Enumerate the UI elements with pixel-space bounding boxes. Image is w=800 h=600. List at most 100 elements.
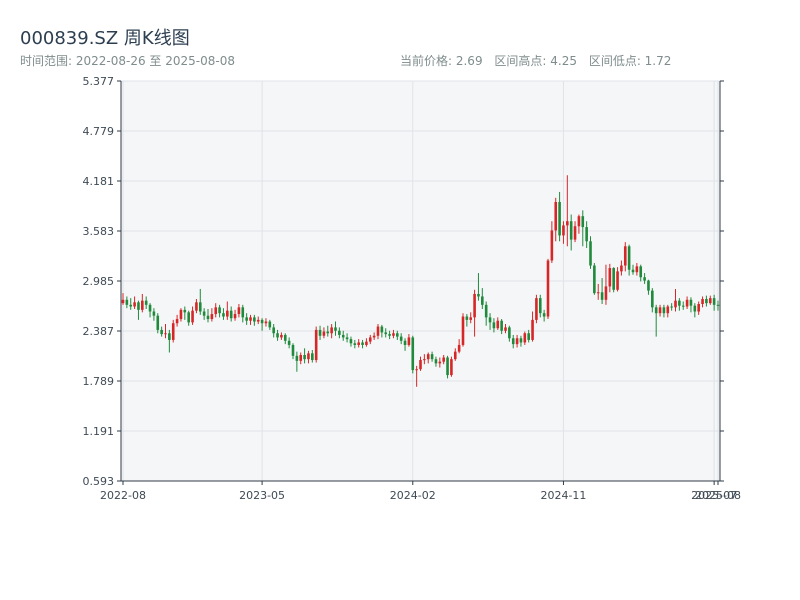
candle-body: [330, 327, 333, 334]
candle-body: [376, 326, 380, 336]
candle-body: [519, 338, 523, 343]
y-tick-label: 1.789: [83, 375, 115, 388]
candle-body: [538, 298, 542, 314]
candle-body: [693, 305, 697, 312]
candle-body: [712, 298, 716, 305]
y-tick-label: 3.583: [83, 225, 115, 238]
candle-body: [353, 343, 357, 345]
candle-body: [303, 354, 306, 360]
candle-body: [685, 299, 689, 307]
candle-body: [384, 332, 388, 335]
candle-body: [523, 333, 527, 343]
y-tick-label: 4.181: [83, 175, 115, 188]
candle-body: [345, 337, 349, 340]
candle-body: [349, 339, 353, 344]
candle-body: [148, 304, 152, 312]
candle-body: [218, 307, 221, 314]
candle-body: [268, 321, 272, 328]
candle-body: [137, 302, 140, 310]
candle-body: [647, 280, 650, 291]
candle-body: [133, 302, 136, 307]
candle-body: [318, 329, 322, 336]
candle-body: [365, 341, 368, 345]
candle-body: [438, 361, 442, 364]
candle-body: [566, 221, 569, 226]
candle-body: [253, 317, 256, 322]
candle-body: [469, 317, 473, 320]
candle-body: [569, 221, 573, 240]
candle-body: [589, 241, 592, 266]
candle-body: [635, 266, 639, 273]
y-tick-label: 4.779: [83, 125, 115, 138]
candle-body: [481, 296, 484, 305]
candle-body: [214, 307, 218, 315]
candle-body: [562, 225, 565, 236]
candle-body: [314, 329, 318, 361]
current-price-text: 当前价格: 2.69: [400, 54, 483, 68]
candle-body: [488, 317, 492, 323]
candle-body: [500, 320, 503, 331]
candle-body: [198, 302, 202, 312]
candle-body: [527, 333, 530, 340]
candle-body: [477, 293, 480, 297]
candle-body: [674, 300, 677, 308]
candle-body: [484, 304, 488, 318]
candle-body: [670, 306, 673, 308]
candle-body: [361, 342, 364, 345]
candle-body: [222, 313, 225, 317]
candle-body: [654, 307, 658, 314]
candle-body: [249, 317, 252, 321]
candle-body: [233, 314, 237, 319]
candle-body: [651, 290, 654, 308]
candle-body: [256, 319, 260, 322]
candle-body: [450, 359, 453, 376]
candle-body: [179, 309, 183, 320]
candle-body: [627, 246, 631, 270]
candle-body: [550, 230, 554, 261]
candle-body: [187, 312, 190, 323]
candle-body: [237, 307, 241, 315]
candle-body: [388, 334, 391, 336]
candle-body: [326, 331, 330, 334]
chart-title: 000839.SZ 周K线图: [20, 28, 190, 49]
candle-body: [141, 300, 144, 310]
candle-body: [287, 340, 291, 345]
candle-body: [411, 337, 415, 371]
candle-body: [299, 354, 303, 361]
candle-body: [515, 338, 519, 345]
candle-body: [210, 314, 214, 320]
candle-body: [121, 299, 125, 304]
candle-body: [620, 265, 623, 272]
candle-body: [415, 369, 418, 371]
y-tick-label: 2.985: [83, 275, 115, 288]
candle-body: [581, 216, 585, 228]
candle-body: [689, 299, 693, 306]
candle-body: [283, 334, 287, 341]
candle-body: [144, 300, 148, 305]
candle-body: [195, 302, 198, 311]
candle-body: [175, 319, 179, 324]
candle-body: [473, 293, 476, 318]
price-summary: 当前价格: 2.69 区间高点: 4.25 区间低点: 1.72: [400, 52, 671, 69]
candle-body: [658, 307, 662, 314]
candle-body: [164, 333, 167, 335]
candle-body: [280, 334, 283, 338]
candle-body: [542, 313, 546, 317]
candle-body: [368, 337, 372, 342]
range-low-text: 区间低点: 1.72: [588, 54, 672, 68]
x-tick-label: 2024-02: [390, 489, 436, 502]
candle-body: [554, 201, 558, 231]
candle-body: [639, 266, 643, 278]
candle-body: [697, 303, 700, 312]
y-tick-label: 0.593: [83, 475, 115, 488]
candle-body: [593, 265, 596, 294]
candle-body: [334, 327, 337, 331]
candle-body: [357, 342, 360, 345]
x-tick-label: 2024-11: [540, 489, 586, 502]
candle-body: [705, 298, 708, 304]
candle-body: [392, 333, 395, 336]
candle-body: [573, 226, 577, 240]
candle-body: [546, 260, 550, 317]
candle-body: [558, 201, 561, 236]
candle-body: [276, 333, 279, 338]
